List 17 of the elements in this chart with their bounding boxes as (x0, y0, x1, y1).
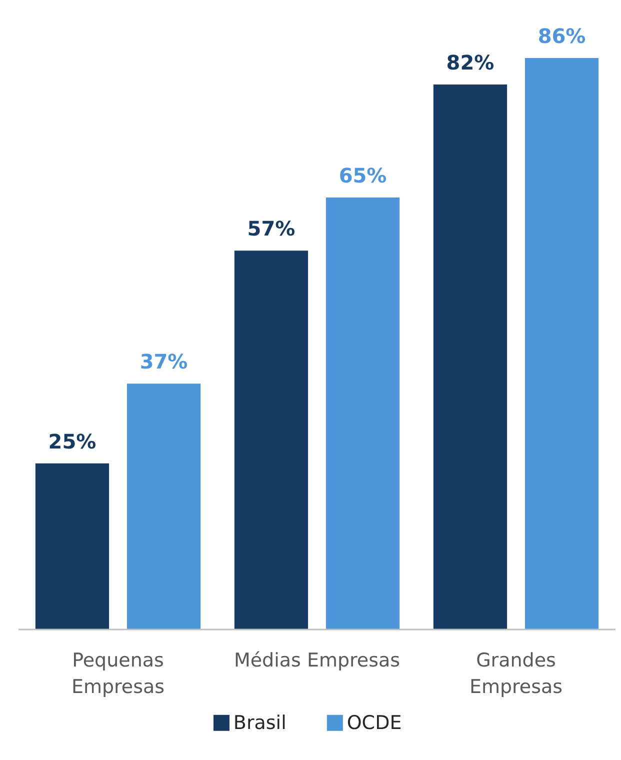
data-label: 25% (48, 429, 96, 454)
data-label: 86% (538, 24, 586, 48)
bar (35, 463, 110, 630)
data-label: 65% (338, 164, 387, 188)
data-label: 57% (247, 216, 296, 241)
bar (326, 198, 400, 630)
x-tick-label: Pequenas Empresas (71, 650, 165, 698)
x-tick-label: Grandes Empresas (469, 650, 563, 698)
legend-label: OCDE (346, 712, 402, 734)
bar (433, 84, 508, 630)
bar (126, 384, 201, 630)
bar (234, 250, 308, 630)
legend-label: Brasil (233, 712, 286, 734)
data-label: 37% (140, 350, 188, 374)
bar (524, 58, 599, 630)
x-tick-label: Médias Empresas (234, 650, 400, 672)
data-label: 82% (446, 50, 494, 75)
